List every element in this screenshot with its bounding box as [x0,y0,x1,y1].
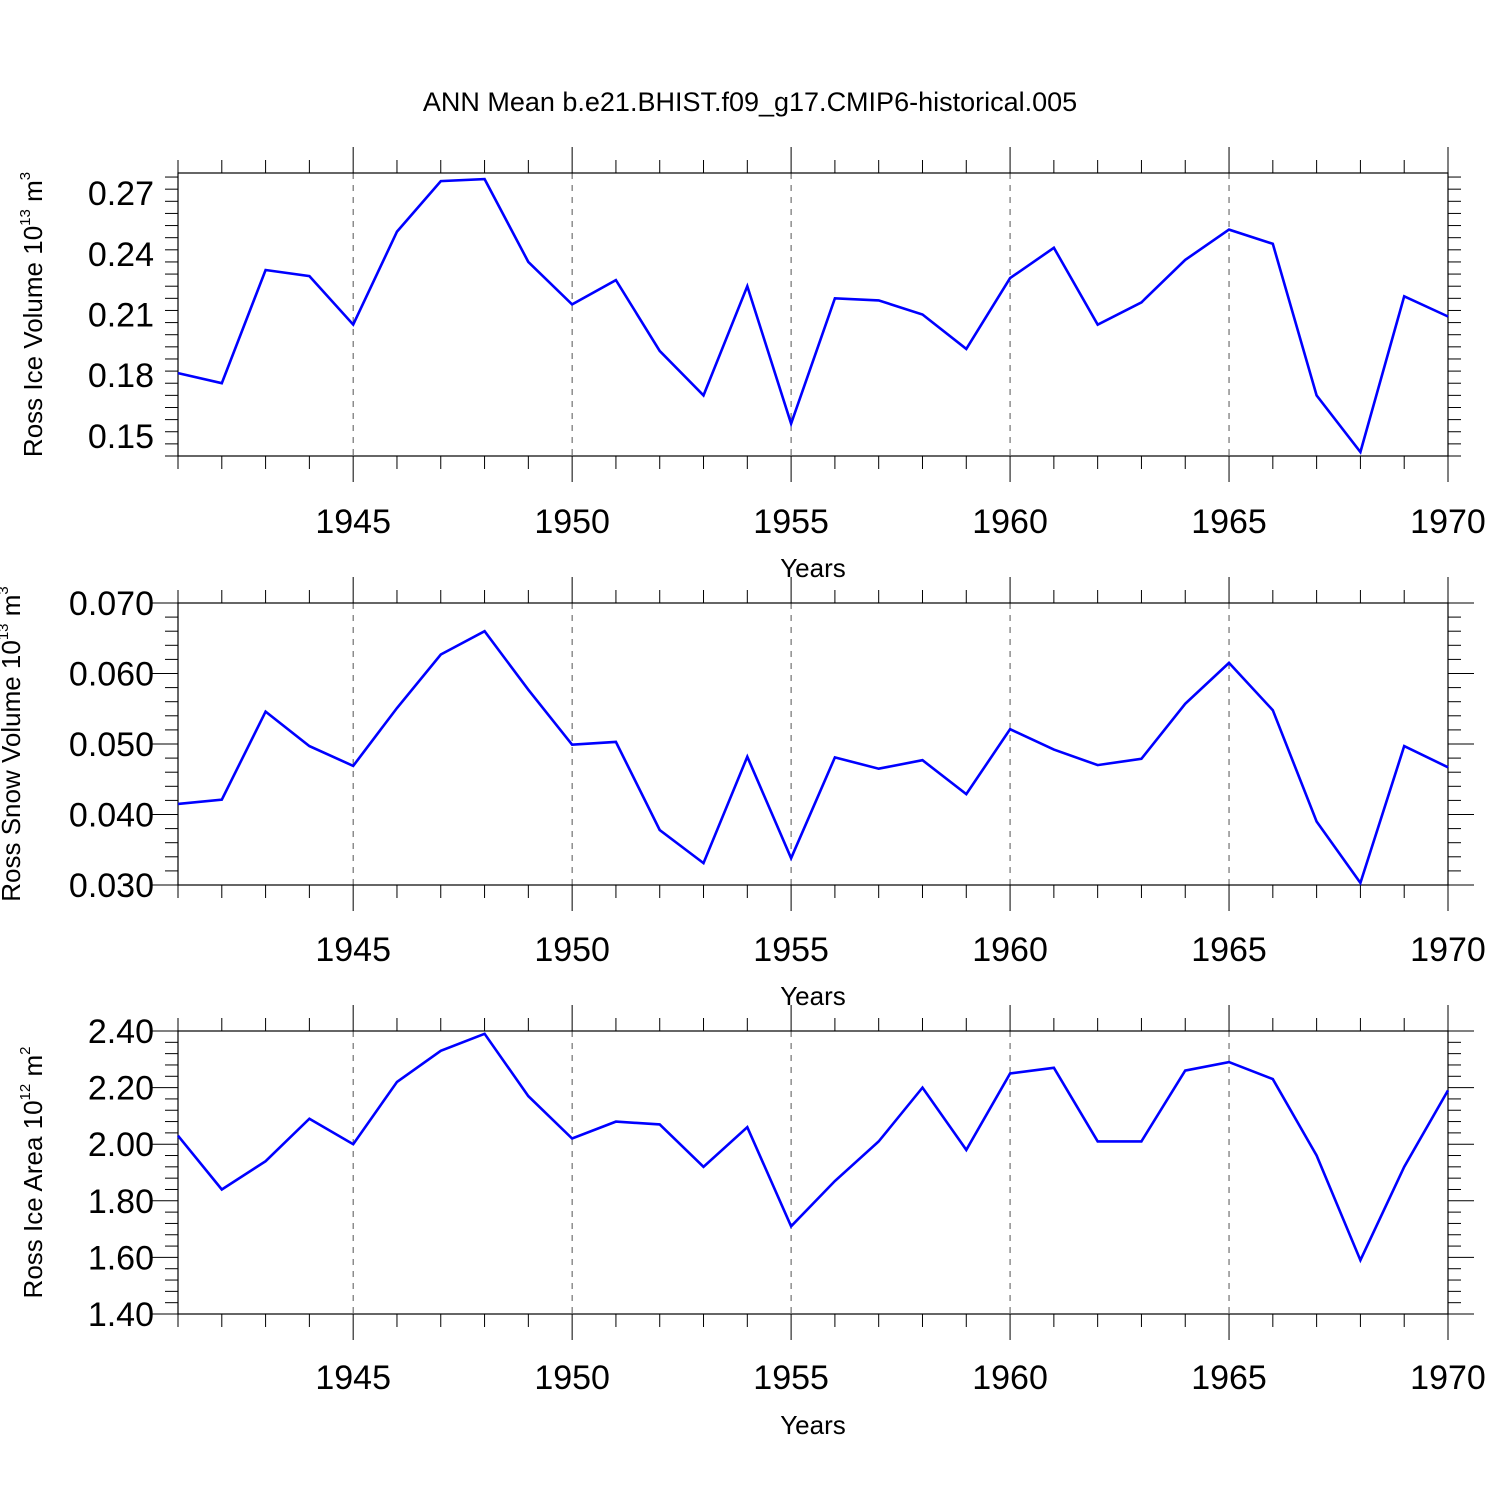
x-axis-label: Years [780,1410,846,1440]
y-label-superscript: 12 [17,1084,34,1101]
x-tick-label: 1960 [972,1359,1048,1397]
y-label-superscript: 13 [17,209,34,226]
y-label-text: m [0,595,26,624]
y-tick-label: 0.18 [88,357,154,395]
y-tick-label: 0.030 [69,867,154,905]
y-label-text: Ross Ice Volume 10 [18,226,48,457]
panel-1: 0.15 0.18 0.21 0.24 0.27 1945 1950 1955 1960 1965… [17,147,1486,583]
panel-3: 1.40 1.60 1.80 2.00 2.20 2.40 1945 1950 1955 1960… [17,1005,1486,1440]
x-tick-label: 1960 [972,503,1048,541]
y-label-text: m [18,180,48,209]
figure-title: ANN Mean b.e21.BHIST.f09_g17.CMIP6-histo… [423,87,1077,117]
panels: 0.15 0.18 0.21 0.24 0.27 1945 1950 1955 1960 1965… [0,147,1486,1440]
y-tick-label: 0.15 [88,418,154,456]
series-line [177,629,1449,886]
panel-2: 0.030 0.040 0.050 0.060 0.070 1945 1950 1955 196… [0,577,1486,1011]
y-label-superscript: 3 [0,586,12,594]
y-tick-label: 0.050 [69,726,154,764]
x-tick-label: 1955 [753,931,829,969]
y-tick-label: 0.060 [69,656,154,694]
y-tick-label: 0.24 [88,236,154,274]
y-label-superscript: 3 [17,172,34,180]
y-axis-label: Ross Snow Volume 1013 m3 [0,586,26,902]
y-axis-label: Ross Ice Volume 1013 m3 [17,172,48,457]
x-tick-label: 1955 [753,503,829,541]
x-tick-label: 1965 [1191,1359,1267,1397]
y-tick-label: 0.21 [88,297,154,335]
plot-frame [177,1030,1449,1315]
y-label-text: m [18,1055,48,1084]
x-tick-label: 1955 [753,1359,829,1397]
x-tick-label: 1945 [315,503,391,541]
y-tick-label: 2.00 [88,1126,154,1164]
y-axis-label: Ross Ice Area 1012 m2 [17,1047,48,1299]
x-tick-label: 1970 [1410,503,1486,541]
x-tick-label: 1950 [534,1359,610,1397]
y-tick-label: 0.27 [88,175,154,213]
x-axis-label: Years [780,981,846,1011]
y-tick-label: 1.40 [88,1296,154,1334]
y-tick-label: 2.40 [88,1013,154,1051]
x-tick-label: 1970 [1410,1359,1486,1397]
y-tick-label: 0.070 [69,585,154,623]
x-tick-label: 1965 [1191,503,1267,541]
plot-frame [177,172,1449,457]
x-tick-label: 1950 [534,931,610,969]
x-tick-label: 1960 [972,931,1048,969]
x-tick-label: 1970 [1410,931,1486,969]
y-tick-label: 0.040 [69,797,154,835]
series-line [176,1032,1450,1264]
series-line [177,177,1449,455]
y-tick-label: 1.60 [88,1239,154,1277]
y-label-text: Ross Ice Area 10 [18,1100,48,1298]
x-axis-label: Years [780,553,846,583]
y-tick-label: 2.20 [88,1070,154,1108]
y-tick-label: 1.80 [88,1183,154,1221]
y-label-text: Ross Snow Volume 10 [0,640,26,902]
x-tick-label: 1945 [315,931,391,969]
x-tick-label: 1945 [315,1359,391,1397]
x-tick-label: 1950 [534,503,610,541]
y-label-superscript: 13 [0,623,12,640]
x-tick-label: 1965 [1191,931,1267,969]
y-label-superscript: 2 [17,1047,34,1055]
